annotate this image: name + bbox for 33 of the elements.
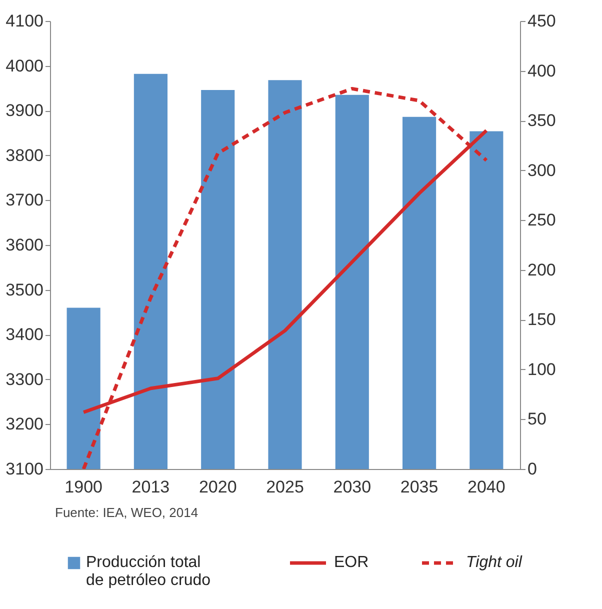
y-tick-label: 3500	[6, 280, 44, 300]
y-tick-label: 3800	[6, 146, 44, 165]
legend-label: Tight oil	[466, 554, 522, 571]
x-tick-label: 2013	[132, 478, 170, 496]
y2-tick-label: 400	[528, 61, 556, 80]
x-tick-label: 2035	[400, 478, 438, 496]
legend-label: Producción total de petróleo crudo	[86, 554, 211, 589]
y-tick-label: 4000	[6, 56, 44, 76]
y2-tick-label: 350	[528, 111, 556, 130]
legend-label: EOR	[334, 554, 369, 571]
y-tick-label: 3700	[6, 190, 44, 210]
y2-tick-label: 200	[528, 260, 556, 280]
source-note: Fuente: IEA, WEO, 2014	[55, 505, 198, 520]
y2-tick-label: 50	[528, 410, 546, 429]
y2-tick-label: 300	[528, 160, 556, 180]
x-tick-label: 2025	[266, 478, 304, 496]
x-tick-label: 2020	[198, 478, 237, 496]
y-tick-label: 3300	[6, 370, 44, 389]
y2-tick-label: 150	[528, 310, 556, 330]
y-tick-label: 3100	[6, 460, 44, 478]
line-series	[82, 86, 488, 469]
x-tick-label: 2040	[468, 478, 506, 496]
y-tick-label: 3600	[6, 236, 44, 254]
y2-tick-label: 0	[528, 460, 537, 478]
x-tick-label: 1900	[64, 478, 102, 496]
y2-tick-label: 450	[528, 12, 556, 30]
y-tick-label: 3200	[6, 414, 44, 434]
y2-tick-label: 100	[528, 360, 556, 379]
y-tick-label: 3900	[6, 101, 44, 120]
y-tick-label: 4100	[6, 12, 44, 30]
y2-tick-label: 250	[528, 210, 556, 230]
y-tick-label: 3400	[6, 325, 44, 344]
x-tick-label: 2030	[333, 478, 372, 496]
